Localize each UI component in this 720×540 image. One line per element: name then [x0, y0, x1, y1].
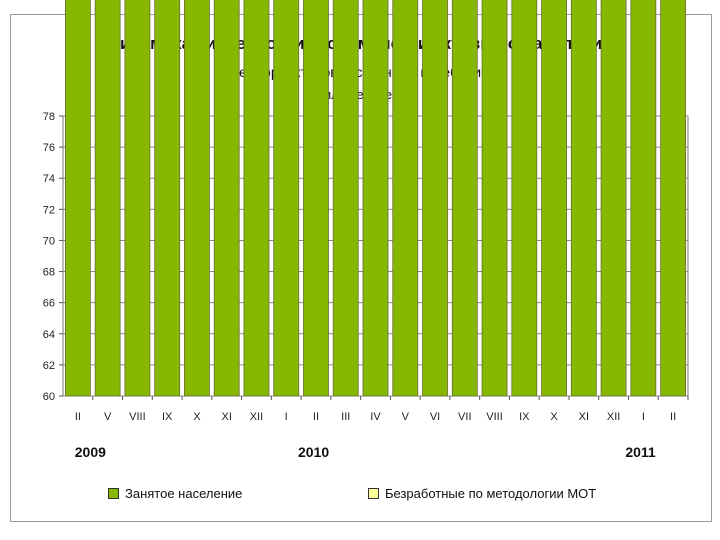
legend: Занятое население Безработные по методол… [0, 486, 720, 506]
x-tick-label: VII [458, 411, 471, 423]
x-tick-label: VI [430, 411, 440, 423]
x-tick-label: IX [519, 411, 530, 423]
legend-swatch-unemployed [368, 488, 379, 499]
bar-employed [392, 0, 419, 397]
bar-employed [94, 0, 121, 397]
y-tick-label: 62 [43, 360, 55, 372]
x-tick-label: XII [250, 411, 263, 423]
bar-employed [422, 0, 448, 397]
year-label: 2011 [625, 444, 656, 460]
y-tick-label: 60 [43, 391, 55, 403]
x-tick-label: XI [579, 411, 589, 423]
x-tick-label: X [550, 411, 558, 423]
y-tick-label: 76 [43, 142, 55, 154]
bar-employed [303, 0, 329, 397]
x-tick-label: III [341, 411, 350, 423]
x-tick-label: V [402, 411, 410, 423]
x-tick-label: VIII [129, 411, 146, 423]
bar-employed [570, 0, 597, 397]
bar-employed [362, 0, 389, 397]
y-tick-label: 74 [43, 173, 55, 185]
bar-employed [541, 0, 567, 397]
x-tick-label: II [313, 411, 319, 423]
bar-employed [124, 0, 151, 397]
bar-employed [451, 0, 478, 397]
legend-swatch-employed [108, 488, 119, 499]
x-tick-label: IV [370, 411, 381, 423]
legend-item-employed: Занятое население [108, 486, 242, 501]
bar-employed [660, 0, 687, 397]
bar-employed [64, 0, 91, 397]
x-tick-label: XII [607, 411, 620, 423]
bar-employed [481, 0, 508, 397]
y-tick-label: 68 [43, 267, 55, 279]
x-tick-label: I [285, 411, 288, 423]
bar-employed [511, 0, 538, 397]
y-tick-label: 64 [43, 329, 55, 341]
y-tick-label: 70 [43, 235, 55, 247]
x-tick-label: I [642, 411, 645, 423]
bar-employed [273, 0, 300, 397]
bar-employed [600, 0, 627, 397]
x-tick-label: XI [221, 411, 231, 423]
bar-employed [243, 0, 270, 397]
y-tick-label: 78 [43, 111, 55, 123]
legend-label-employed: Занятое население [125, 486, 243, 501]
x-tick-label: VIII [486, 411, 503, 423]
bar-employed [154, 0, 181, 397]
year-label: 2009 [74, 444, 106, 460]
x-tick-label: II [670, 411, 676, 423]
bar-employed [630, 0, 657, 397]
bar-employed [213, 0, 240, 397]
y-tick-label: 72 [43, 204, 55, 216]
y-tick-label: 66 [43, 298, 55, 310]
legend-item-unemployed: Безработные по методологии МОТ [368, 486, 596, 501]
x-tick-label: V [104, 411, 112, 423]
x-tick-label: X [193, 411, 201, 423]
year-label: 2010 [297, 444, 330, 460]
bar-employed [184, 0, 210, 397]
bar-employed [332, 0, 359, 397]
x-tick-label: II [75, 411, 81, 423]
x-tick-label: IX [162, 411, 173, 423]
legend-label-unemployed: Безработные по методологии МОТ [385, 486, 597, 501]
